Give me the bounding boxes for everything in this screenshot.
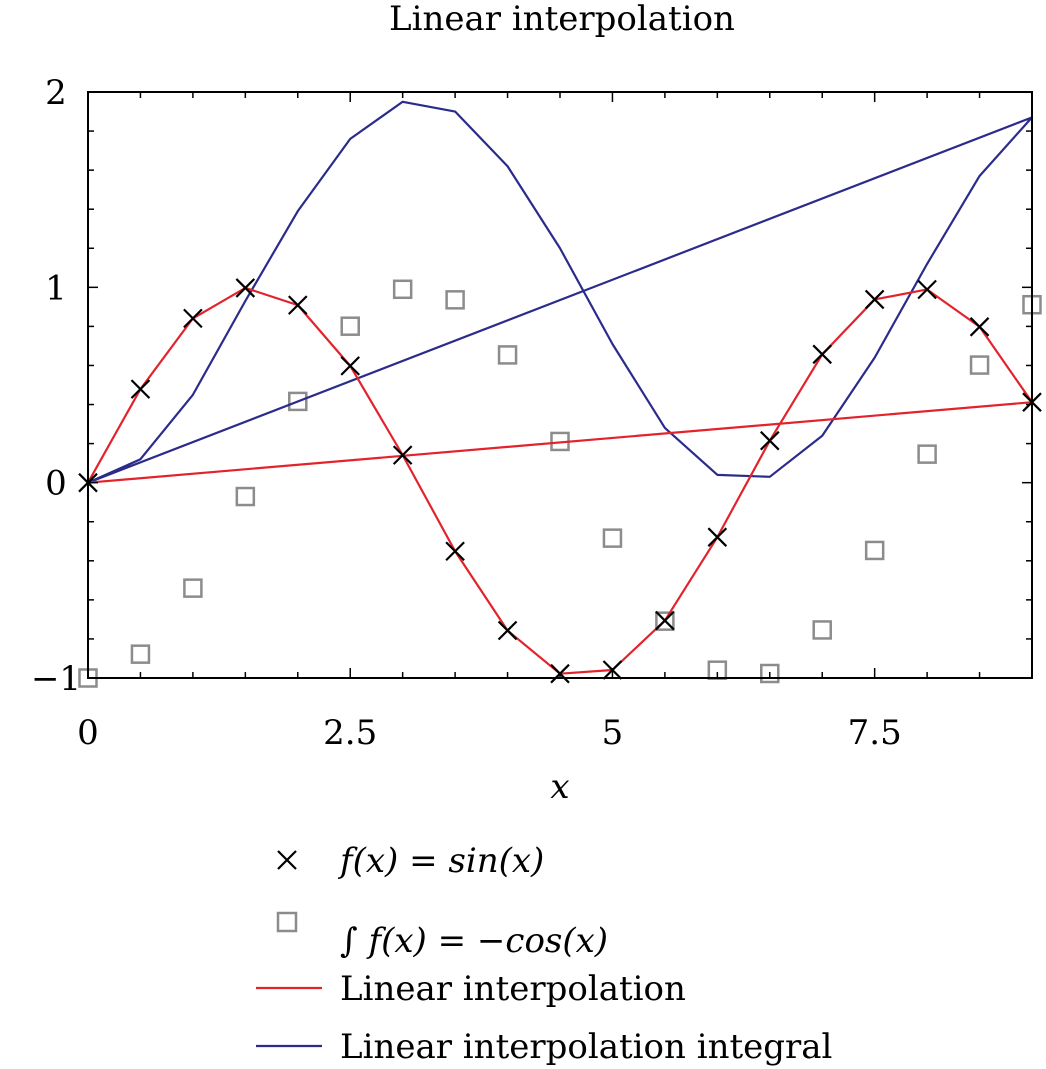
cross-marker (864, 289, 885, 310)
legend-label: ∫ f(x) = −cos(x) (340, 921, 608, 961)
legend-label: Linear interpolation (340, 969, 686, 1009)
legend-item: Linear interpolation (256, 969, 686, 1009)
square-marker (917, 444, 937, 464)
cross-marker (759, 430, 780, 451)
cross-marker (183, 308, 203, 329)
cross-marker (497, 620, 518, 641)
legend-square-swatch (276, 911, 298, 933)
cross-marker (392, 445, 413, 465)
square-marker (812, 620, 832, 640)
square-marker (760, 663, 780, 684)
legend-cross-swatch (277, 850, 297, 870)
cross-marker (969, 317, 990, 337)
axis-tick-labels: 0 2.5 5 7.5 −1 0 1 2 (31, 73, 902, 753)
y-tick-label: −1 (31, 659, 81, 699)
legend-label: f(x) = sin(x) (337, 841, 544, 881)
cross-marker (917, 279, 937, 300)
chart-title: Linear interpolation (389, 0, 735, 39)
legend-label: Linear interpolation integral (340, 1027, 832, 1067)
square-marker (969, 355, 990, 375)
series-line-2 (87, 286, 1034, 675)
square-marker (130, 644, 151, 664)
cross-marker (445, 541, 465, 562)
square-marker (392, 279, 413, 300)
square-marker (288, 391, 308, 412)
legend-item: f(x) = sin(x) (277, 841, 544, 881)
legend: f(x) = sin(x) ∫ f(x) = −cos(x) Linear inte… (256, 841, 832, 1067)
square-marker (445, 290, 465, 310)
axis-ticks (87, 91, 1033, 679)
square-marker (497, 345, 518, 365)
series-line-3 (87, 100, 1034, 484)
cross-marker (340, 356, 361, 376)
x-tick-label: 0 (77, 713, 99, 753)
square-marker (235, 486, 256, 507)
square-marker (340, 316, 360, 336)
x-axis-label: x (550, 767, 569, 807)
cross-marker (655, 610, 675, 631)
cross-marker (287, 295, 308, 315)
cross-marker (130, 379, 151, 399)
legend-item: Linear interpolation integral (256, 1027, 832, 1067)
x-tick-label: 5 (602, 713, 624, 753)
y-tick-label: 0 (45, 464, 67, 504)
square-marker (183, 578, 203, 598)
square-marker (864, 540, 885, 561)
legend-item: ∫ f(x) = −cos(x) (276, 911, 608, 961)
cross-marker (707, 527, 728, 547)
square-marker (655, 611, 675, 631)
plot-area (78, 100, 1042, 688)
x-tick-label: 7.5 (848, 713, 902, 753)
x-tick-label: 2.5 (323, 713, 377, 753)
plot-frame (87, 91, 1033, 679)
y-tick-label: 2 (45, 73, 67, 113)
y-tick-label: 1 (45, 268, 67, 308)
square-marker (602, 528, 623, 548)
cross-marker (235, 278, 256, 298)
cross-marker (812, 344, 833, 365)
